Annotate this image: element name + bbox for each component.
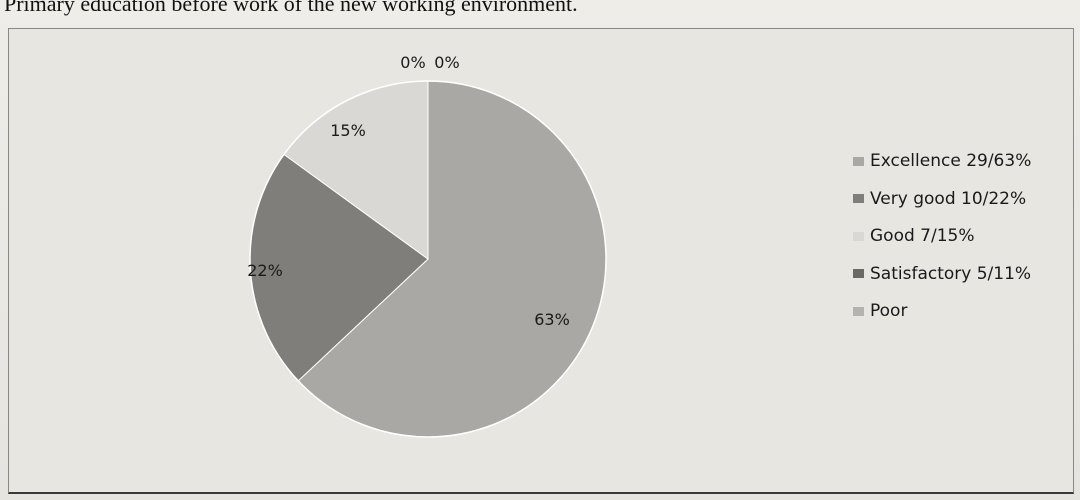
legend-swatch (853, 194, 864, 203)
legend-item-1: Very good 10/22% (853, 184, 1031, 214)
legend-item-2: Good 7/15% (853, 221, 1031, 251)
legend-item-4: Poor (853, 296, 1031, 326)
data-label-3: 0% (400, 53, 425, 72)
legend-label: Satisfactory 5/11% (870, 263, 1032, 284)
data-label-2: 15% (330, 121, 366, 140)
data-label-1: 22% (247, 261, 283, 280)
legend-swatch (853, 156, 864, 166)
legend-label: Poor (870, 301, 908, 321)
pie-rim (249, 80, 607, 438)
legend-swatch (853, 231, 864, 241)
data-label-0: 63% (534, 310, 570, 329)
legend-label: Good 7/15% (870, 226, 975, 246)
legend-label: Excellence 29/63% (870, 151, 1032, 171)
legend-item-3: Satisfactory 5/11% (853, 259, 1031, 289)
legend-swatch (853, 306, 864, 316)
legend-item-0: Excellence 29/63% (853, 146, 1031, 176)
data-label-4: 0% (434, 53, 459, 72)
legend-label: Very good 10/22% (870, 188, 1027, 209)
legend-swatch (853, 269, 864, 278)
figure-caption: Primary education before work of the new… (4, 0, 578, 16)
chart-legend: Excellence 29/63% Very good 10/22% Good 7/… (853, 146, 1031, 334)
